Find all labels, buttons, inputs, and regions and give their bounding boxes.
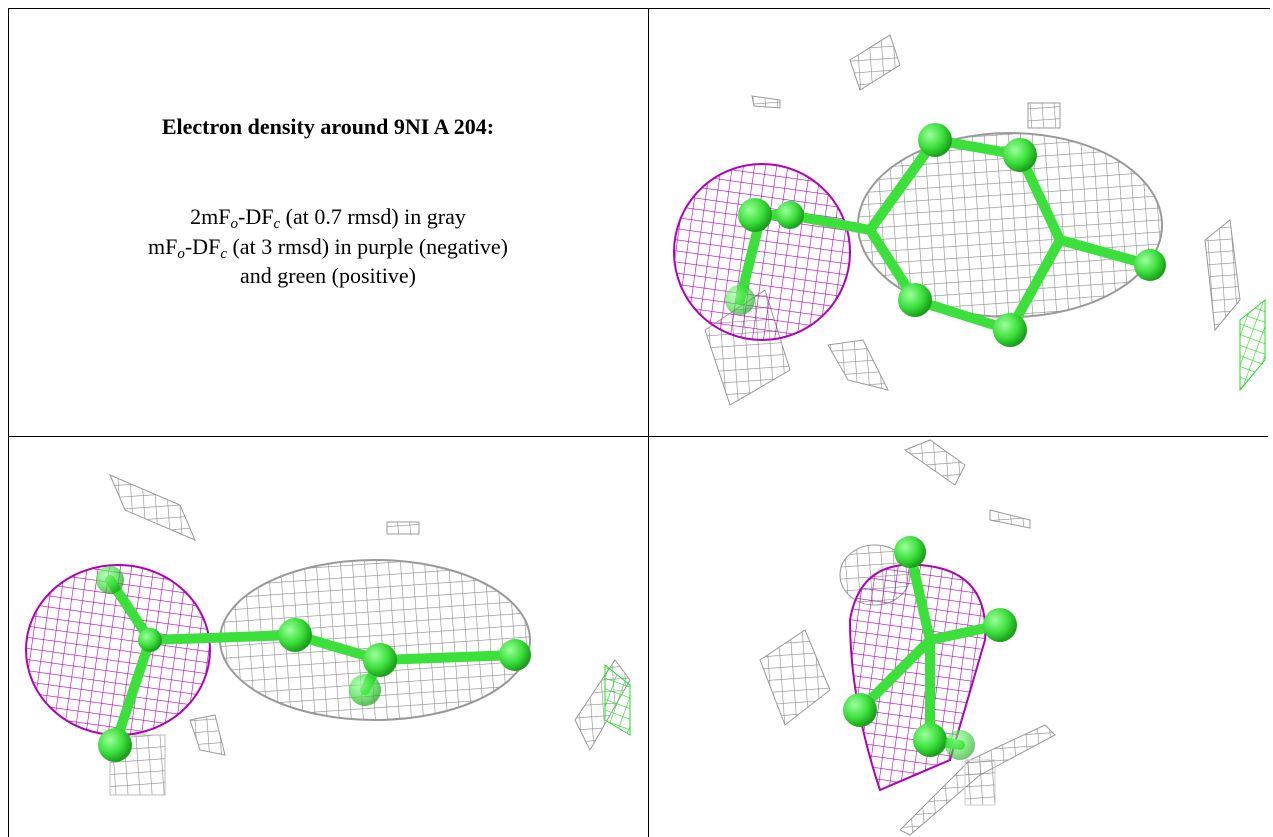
subscript: o xyxy=(230,216,239,232)
caption-text: -DF xyxy=(238,204,274,229)
caption-line: and green (positive) xyxy=(8,263,648,289)
density-view-3 xyxy=(759,439,1056,836)
caption-text: and green (positive) xyxy=(240,263,416,288)
caption-text: (at 3 rmsd) in purple (negative) xyxy=(226,234,508,259)
caption-line: mFo-DFc (at 3 rmsd) in purple (negative) xyxy=(8,234,648,262)
caption-title: Electron density around 9NI A 204: xyxy=(161,114,495,139)
subscript: c xyxy=(220,246,227,262)
subscript: o xyxy=(177,246,185,262)
table-rules xyxy=(8,8,1270,837)
caption-line: 2mFo-DFc (at 0.7 rmsd) in gray xyxy=(8,204,648,232)
caption-text: -DF xyxy=(184,234,221,259)
caption-text: (at 0.7 rmsd) in gray xyxy=(280,204,466,229)
subscript: c xyxy=(273,216,281,232)
density-view-2 xyxy=(25,474,631,796)
density-view-1 xyxy=(673,34,1266,406)
caption-text: mF xyxy=(148,234,178,259)
caption-text: 2mF xyxy=(190,204,231,229)
